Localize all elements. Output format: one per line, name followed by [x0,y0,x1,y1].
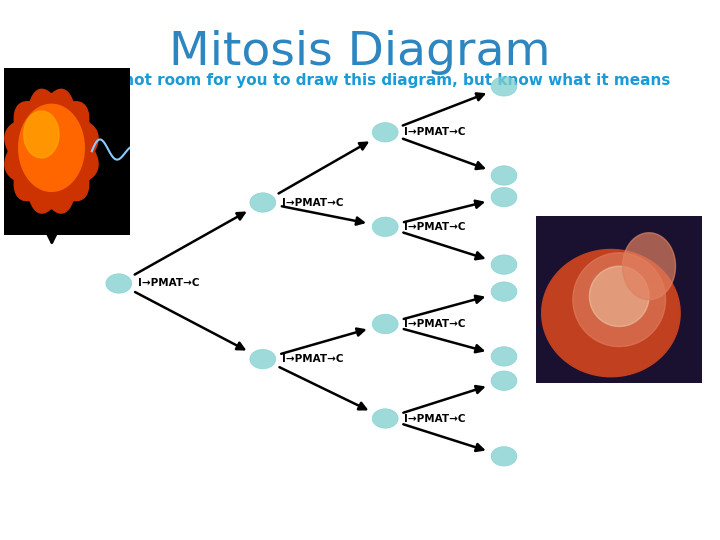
Text: Mitosis Diagram: Mitosis Diagram [169,30,551,75]
Circle shape [491,347,517,366]
Text: I→PMAT→C: I→PMAT→C [138,279,199,288]
Circle shape [491,77,517,96]
Circle shape [491,166,517,185]
Circle shape [250,193,276,212]
Circle shape [372,314,398,334]
Circle shape [106,274,132,293]
Circle shape [372,217,398,237]
Polygon shape [541,249,680,377]
Text: I→PMAT→C: I→PMAT→C [282,198,343,207]
Text: I→PMAT→C: I→PMAT→C [282,354,343,364]
Circle shape [491,255,517,274]
Polygon shape [5,89,98,213]
Polygon shape [19,104,84,191]
Polygon shape [24,111,59,158]
Circle shape [372,123,398,142]
Polygon shape [590,266,649,327]
Text: I→PMAT→C: I→PMAT→C [404,127,465,137]
Circle shape [372,409,398,428]
Circle shape [491,447,517,466]
Circle shape [491,187,517,207]
Circle shape [250,349,276,369]
Polygon shape [623,233,675,300]
Text: I→PMAT→C: I→PMAT→C [404,414,465,423]
Text: There is not room for you to draw this diagram, but know what it means: There is not room for you to draw this d… [49,73,671,88]
Text: I→PMAT→C: I→PMAT→C [404,222,465,232]
Polygon shape [573,253,665,347]
Circle shape [491,282,517,301]
Text: I→PMAT→C: I→PMAT→C [404,319,465,329]
Circle shape [491,371,517,390]
